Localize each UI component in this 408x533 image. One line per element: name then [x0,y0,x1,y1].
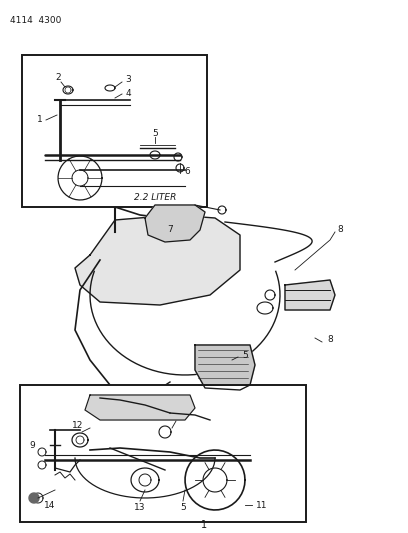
Text: 1: 1 [37,116,43,125]
Text: 6: 6 [184,167,190,176]
Text: 5: 5 [180,503,186,512]
Polygon shape [285,280,335,310]
Text: 11: 11 [256,500,268,510]
Text: 5: 5 [152,128,158,138]
Polygon shape [85,395,195,420]
Text: 13: 13 [134,503,146,512]
Text: 9: 9 [29,440,35,449]
Polygon shape [195,345,255,390]
Text: 4: 4 [125,88,131,98]
Text: 8: 8 [327,335,333,344]
Text: 2: 2 [55,74,61,83]
Text: 12: 12 [72,421,84,430]
Text: 3: 3 [125,76,131,85]
Polygon shape [29,493,39,503]
Polygon shape [145,205,205,242]
Text: 8: 8 [337,225,343,235]
Bar [22,55,207,207]
Text: 5: 5 [242,351,248,359]
Text: 1: 1 [201,520,207,530]
Text: 7: 7 [167,225,173,235]
Text: 2.2 LITER: 2.2 LITER [134,193,176,203]
Polygon shape [75,215,240,305]
Text: 10: 10 [172,410,184,419]
Text: 14: 14 [44,500,55,510]
Text: 4114  4300: 4114 4300 [10,16,62,25]
Bar [20,385,306,522]
